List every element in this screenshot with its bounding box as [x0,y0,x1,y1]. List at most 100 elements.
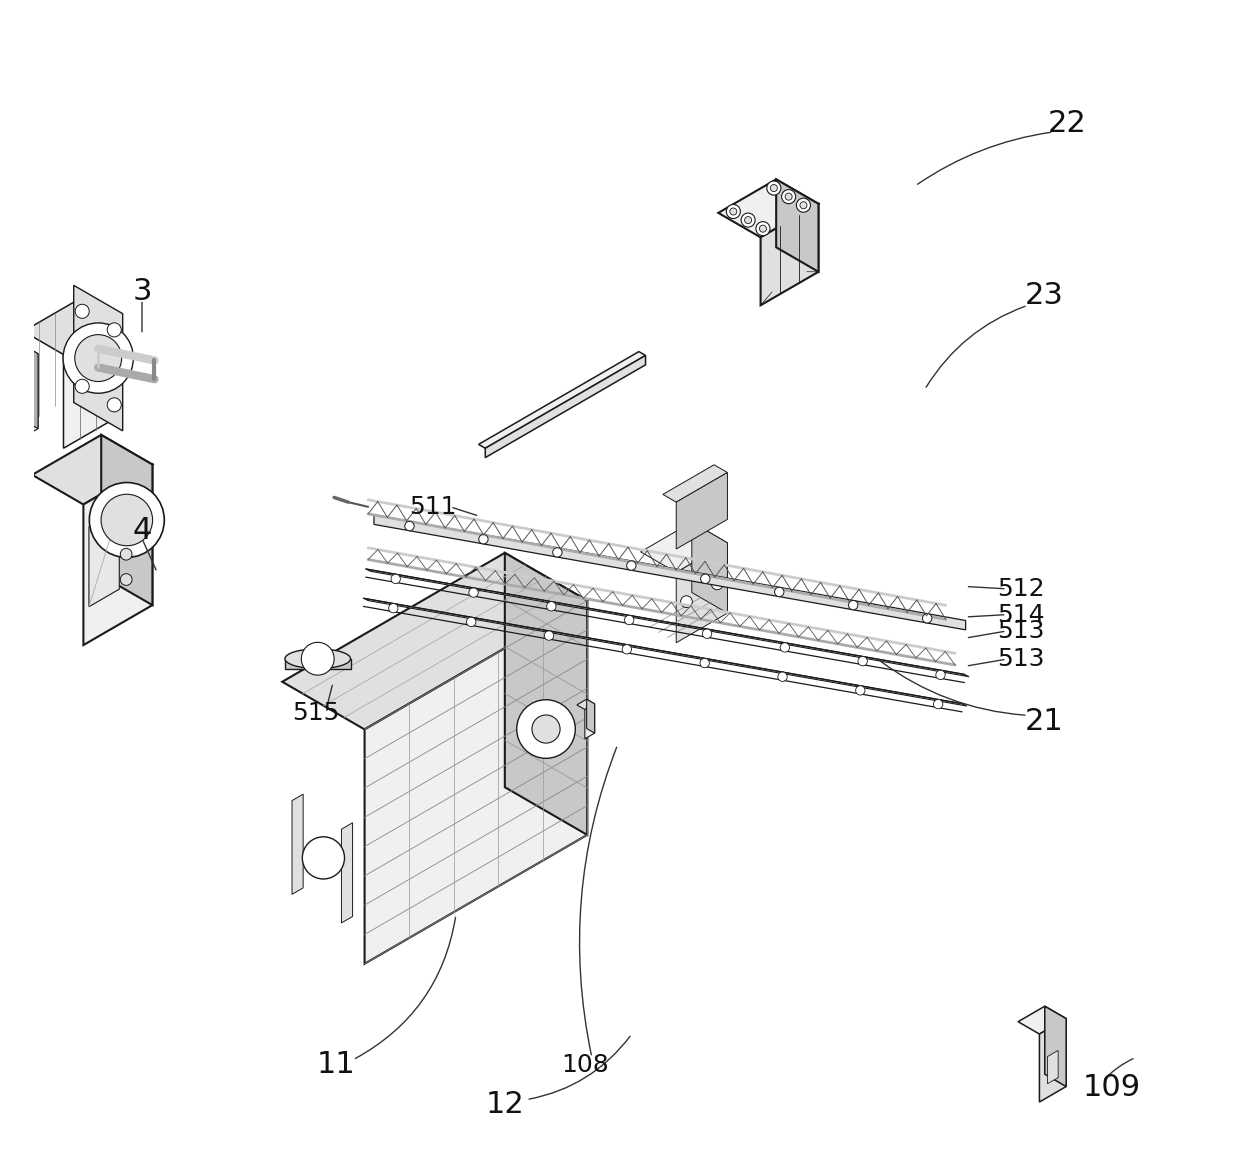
Circle shape [301,643,334,676]
Polygon shape [341,822,352,923]
Circle shape [730,208,737,215]
Circle shape [625,616,634,625]
Text: 514: 514 [997,603,1044,626]
Polygon shape [89,509,119,606]
Text: 11: 11 [317,1050,356,1079]
Text: 109: 109 [1083,1073,1141,1103]
Circle shape [466,617,476,626]
Circle shape [742,213,755,228]
Text: 12: 12 [486,1090,525,1119]
Text: 21: 21 [1024,707,1064,735]
Circle shape [936,670,945,679]
Circle shape [934,699,942,708]
Polygon shape [22,354,38,438]
Polygon shape [63,324,117,448]
Polygon shape [77,300,117,418]
Circle shape [701,574,711,583]
Circle shape [781,190,796,204]
Circle shape [532,716,560,743]
Polygon shape [365,601,588,964]
Circle shape [856,686,866,696]
Polygon shape [479,352,646,448]
Polygon shape [776,179,818,272]
Circle shape [756,222,770,236]
Polygon shape [6,335,38,428]
Circle shape [858,657,867,666]
Text: 3: 3 [133,277,151,306]
Text: 4: 4 [133,516,151,544]
Polygon shape [577,699,595,710]
Polygon shape [1018,1006,1066,1035]
Polygon shape [676,543,728,643]
Circle shape [303,836,345,879]
Polygon shape [291,794,303,894]
Polygon shape [718,179,818,237]
Text: 512: 512 [997,577,1044,601]
Polygon shape [641,522,728,572]
Circle shape [759,225,766,232]
Circle shape [785,194,792,201]
Circle shape [404,521,414,530]
Circle shape [100,494,153,545]
Circle shape [76,304,89,318]
Circle shape [766,181,781,195]
Circle shape [796,198,811,212]
Text: 515: 515 [291,701,339,725]
Polygon shape [363,598,967,706]
Circle shape [107,398,122,412]
Polygon shape [283,552,588,730]
Polygon shape [366,569,970,677]
Circle shape [120,574,131,585]
Circle shape [622,645,631,655]
Circle shape [923,613,931,623]
Text: 513: 513 [997,647,1044,671]
Circle shape [775,588,784,597]
Circle shape [800,202,807,209]
Circle shape [89,482,165,557]
Text: 513: 513 [997,619,1044,643]
Polygon shape [374,515,966,630]
Polygon shape [24,300,117,354]
Circle shape [770,184,777,191]
Circle shape [120,523,131,535]
Circle shape [544,631,554,640]
Polygon shape [505,552,588,835]
Circle shape [848,601,858,610]
Text: 108: 108 [560,1052,609,1077]
Circle shape [479,535,489,544]
Ellipse shape [285,649,351,669]
Circle shape [553,548,562,557]
Circle shape [469,588,479,597]
Circle shape [74,334,122,381]
Polygon shape [663,465,728,502]
Polygon shape [83,465,153,645]
Polygon shape [692,522,728,613]
Circle shape [76,379,89,393]
Circle shape [120,548,131,560]
Circle shape [780,643,790,652]
Polygon shape [1039,1018,1066,1101]
Circle shape [63,323,134,393]
Circle shape [107,323,122,337]
Polygon shape [485,355,646,457]
Polygon shape [760,204,818,305]
Circle shape [702,629,712,638]
Circle shape [681,596,692,608]
Polygon shape [285,659,351,669]
Polygon shape [102,435,153,605]
Polygon shape [585,704,595,739]
Polygon shape [0,335,38,362]
Circle shape [777,672,787,682]
Polygon shape [1048,1050,1058,1084]
Circle shape [727,204,740,218]
Polygon shape [587,699,595,733]
Circle shape [517,700,575,758]
Circle shape [626,561,636,570]
Circle shape [712,578,723,590]
Circle shape [701,658,709,667]
Circle shape [388,603,398,612]
Circle shape [547,602,556,611]
Polygon shape [1045,1006,1066,1086]
Circle shape [744,217,751,224]
Text: 511: 511 [409,495,456,518]
